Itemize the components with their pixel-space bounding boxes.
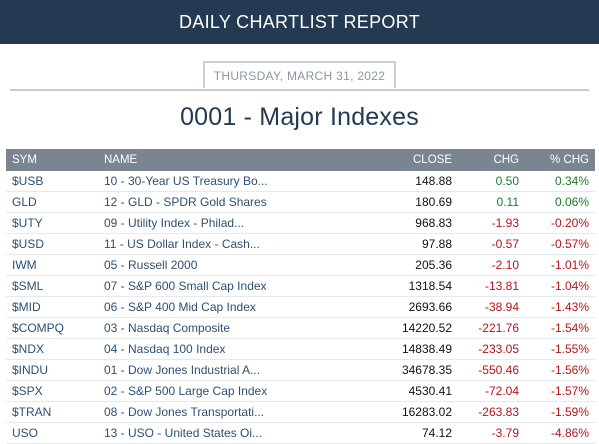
index-name-link[interactable]: 08 - Dow Jones Transportati... <box>98 401 386 423</box>
percent-change-value: -4.86% <box>525 422 595 444</box>
index-name-link[interactable]: 04 - Nasdaq 100 Index <box>98 338 386 360</box>
table-row[interactable]: GLD 12 - GLD - SPDR Gold Shares 180.69 0.11… <box>6 191 595 213</box>
close-value: 148.88 <box>386 171 458 192</box>
close-value: 205.36 <box>386 254 458 276</box>
table-row[interactable]: IWM 05 - Russell 2000 205.36 -2.10 -1.01% <box>6 254 595 276</box>
percent-change-value: -1.59% <box>525 401 595 423</box>
table-row[interactable]: USO 13 - USO - United States Oi... 74.12 -3… <box>6 422 595 444</box>
symbol-link[interactable]: $USB <box>6 171 98 192</box>
percent-change-value: -1.04% <box>525 275 595 297</box>
index-name-link[interactable]: 13 - USO - United States Oi... <box>98 422 386 444</box>
index-name-link[interactable]: 09 - Utility Index - Philad... <box>98 212 386 234</box>
close-value: 4530.41 <box>386 380 458 402</box>
close-value: 180.69 <box>386 191 458 213</box>
percent-change-value: -0.20% <box>525 212 595 234</box>
close-value: 2693.66 <box>386 296 458 318</box>
change-value: -263.83 <box>458 401 525 423</box>
table-row[interactable]: $USD 11 - US Dollar Index - Cash... 97.88-… <box>6 233 595 255</box>
index-name-link[interactable]: 10 - 30-Year US Treasury Bo... <box>98 171 386 192</box>
percent-change-value: -1.01% <box>525 254 595 276</box>
index-name-link[interactable]: 11 - US Dollar Index - Cash... <box>98 233 386 255</box>
index-name-link[interactable]: 07 - S&P 600 Small Cap Index <box>98 275 386 297</box>
table-row[interactable]: $TRAN 08 - Dow Jones Transportati... 16283… <box>6 401 595 423</box>
change-value: -233.05 <box>458 338 525 360</box>
table-row[interactable]: $COMPQ 03 - Nasdaq Composite 14220.52 -221.… <box>6 317 595 339</box>
top-banner: DAILY CHARTLIST REPORT <box>0 0 599 44</box>
table-header-row: SYM NAME CLOSE CHG % CHG <box>6 149 595 171</box>
index-name-link[interactable]: 03 - Nasdaq Composite <box>98 317 386 339</box>
symbol-link[interactable]: $TRAN <box>6 401 98 423</box>
change-value: 0.11 <box>458 191 525 213</box>
symbol-link[interactable]: USO <box>6 422 98 444</box>
date-section: THURSDAY, MARCH 31, 2022 <box>0 61 599 91</box>
change-value: -0.57 <box>458 233 525 255</box>
change-value: -550.46 <box>458 359 525 381</box>
percent-change-value: -1.56% <box>525 359 595 381</box>
index-name-link[interactable]: 05 - Russell 2000 <box>98 254 386 276</box>
column-header-pct-chg[interactable]: % CHG <box>525 149 595 171</box>
index-name-link[interactable]: 02 - S&P 500 Large Cap Index <box>98 380 386 402</box>
close-value: 97.88 <box>386 233 458 255</box>
close-value: 16283.02 <box>386 401 458 423</box>
percent-change-value: -0.57% <box>525 233 595 255</box>
symbol-link[interactable]: $SML <box>6 275 98 297</box>
column-header-sym[interactable]: SYM <box>6 149 98 171</box>
close-value: 968.83 <box>386 212 458 234</box>
change-value: 0.50 <box>458 171 525 192</box>
column-header-close[interactable]: CLOSE <box>386 149 458 171</box>
divider-line <box>10 89 589 91</box>
symbol-link[interactable]: $INDU <box>6 359 98 381</box>
column-header-name[interactable]: NAME <box>98 149 386 171</box>
percent-change-value: -1.54% <box>525 317 595 339</box>
close-value: 14838.49 <box>386 338 458 360</box>
percent-change-value: 0.34% <box>525 171 595 192</box>
table-row[interactable]: $SPX 02 - S&P 500 Large Cap Index 4530.41-… <box>6 380 595 402</box>
symbol-link[interactable]: $MID <box>6 296 98 318</box>
chartlist-title: 0001 - Major Indexes <box>180 103 419 131</box>
table-row[interactable]: $NDX 04 - Nasdaq 100 Index 14838.49 -233.05… <box>6 338 595 360</box>
percent-change-value: 0.06% <box>525 191 595 213</box>
close-value: 1318.54 <box>386 275 458 297</box>
index-name-link[interactable]: 12 - GLD - SPDR Gold Shares <box>98 191 386 213</box>
index-name-link[interactable]: 06 - S&P 400 Mid Cap Index <box>98 296 386 318</box>
report-header-title: DAILY CHARTLIST REPORT <box>178 11 420 32</box>
column-header-chg[interactable]: CHG <box>458 149 525 171</box>
close-value: 34678.35 <box>386 359 458 381</box>
chartlist-table: SYM NAME CLOSE CHG % CHG $USB 10 - 30-Yea… <box>6 149 595 444</box>
table-row[interactable]: $USB 10 - 30-Year US Treasury Bo... 148.88… <box>6 171 595 192</box>
change-value: -2.10 <box>458 254 525 276</box>
change-value: -13.81 <box>458 275 525 297</box>
percent-change-value: -1.57% <box>525 380 595 402</box>
close-value: 74.12 <box>386 422 458 444</box>
table-row[interactable]: $SML 07 - S&P 600 Small Cap Index 1318.54-… <box>6 275 595 297</box>
table-row[interactable]: $UTY 09 - Utility Index - Philad... 968.83… <box>6 212 595 234</box>
percent-change-value: -1.43% <box>525 296 595 318</box>
close-value: 14220.52 <box>386 317 458 339</box>
change-value: -38.94 <box>458 296 525 318</box>
change-value: -221.76 <box>458 317 525 339</box>
symbol-link[interactable]: $COMPQ <box>6 317 98 339</box>
symbol-link[interactable]: IWM <box>6 254 98 276</box>
table-row[interactable]: $INDU 01 - Dow Jones Industrial A... 34678… <box>6 359 595 381</box>
symbol-link[interactable]: $SPX <box>6 380 98 402</box>
change-value: -72.04 <box>458 380 525 402</box>
percent-change-value: -1.55% <box>525 338 595 360</box>
symbol-link[interactable]: $UTY <box>6 212 98 234</box>
symbol-link[interactable]: $NDX <box>6 338 98 360</box>
report-date: THURSDAY, MARCH 31, 2022 <box>202 61 397 88</box>
change-value: -3.79 <box>458 422 525 444</box>
symbol-link[interactable]: $USD <box>6 233 98 255</box>
table-row[interactable]: $MID 06 - S&P 400 Mid Cap Index 2693.66 -38… <box>6 296 595 318</box>
change-value: -1.93 <box>458 212 525 234</box>
index-name-link[interactable]: 01 - Dow Jones Industrial A... <box>98 359 386 381</box>
symbol-link[interactable]: GLD <box>6 191 98 213</box>
